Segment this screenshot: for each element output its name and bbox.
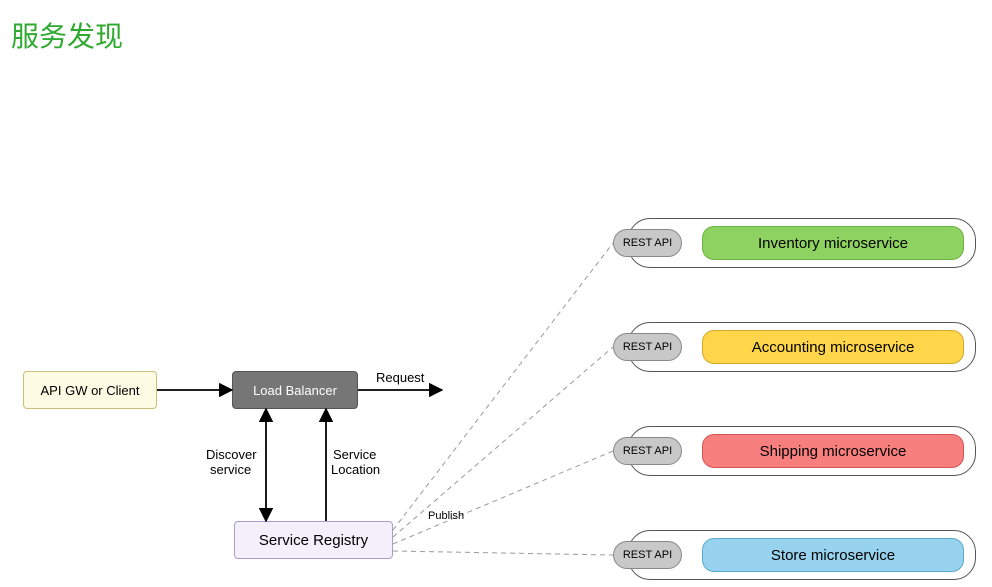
node-client: API GW or Client (23, 371, 157, 409)
node-client-label: API GW or Client (41, 383, 140, 398)
rest-api-pill-store: REST API (613, 541, 682, 569)
lbl-discover2: service (210, 462, 251, 477)
rest-api-pill-inventory: REST API (613, 229, 682, 257)
lbl-publish: Publish (428, 510, 464, 522)
rest-api-pill-shipping: REST API (613, 437, 682, 465)
edge-pub-store (393, 551, 613, 555)
edge-pub-shipping (393, 451, 613, 544)
edge-pub-accounting (393, 347, 613, 537)
edges-layer (0, 0, 992, 587)
node-load-balancer: Load Balancer (232, 371, 358, 409)
lbl-location2: Location (331, 462, 380, 477)
edge-pub-inventory (393, 243, 613, 530)
lbl-request: Request (376, 370, 424, 385)
node-lb-label: Load Balancer (253, 383, 337, 398)
node-service-registry: Service Registry (234, 521, 393, 559)
service-accounting: Accounting microservice (702, 330, 964, 364)
service-shipping: Shipping microservice (702, 434, 964, 468)
node-registry-label: Service Registry (259, 532, 368, 549)
service-store: Store microservice (702, 538, 964, 572)
diagram-canvas: { "title": {"text":"服务发现","color":"#2faa… (0, 0, 992, 587)
page-title: 服务发现 (11, 15, 123, 55)
lbl-location1: Service (333, 447, 376, 462)
lbl-discover1: Discover (206, 447, 257, 462)
service-inventory: Inventory microservice (702, 226, 964, 260)
rest-api-pill-accounting: REST API (613, 333, 682, 361)
